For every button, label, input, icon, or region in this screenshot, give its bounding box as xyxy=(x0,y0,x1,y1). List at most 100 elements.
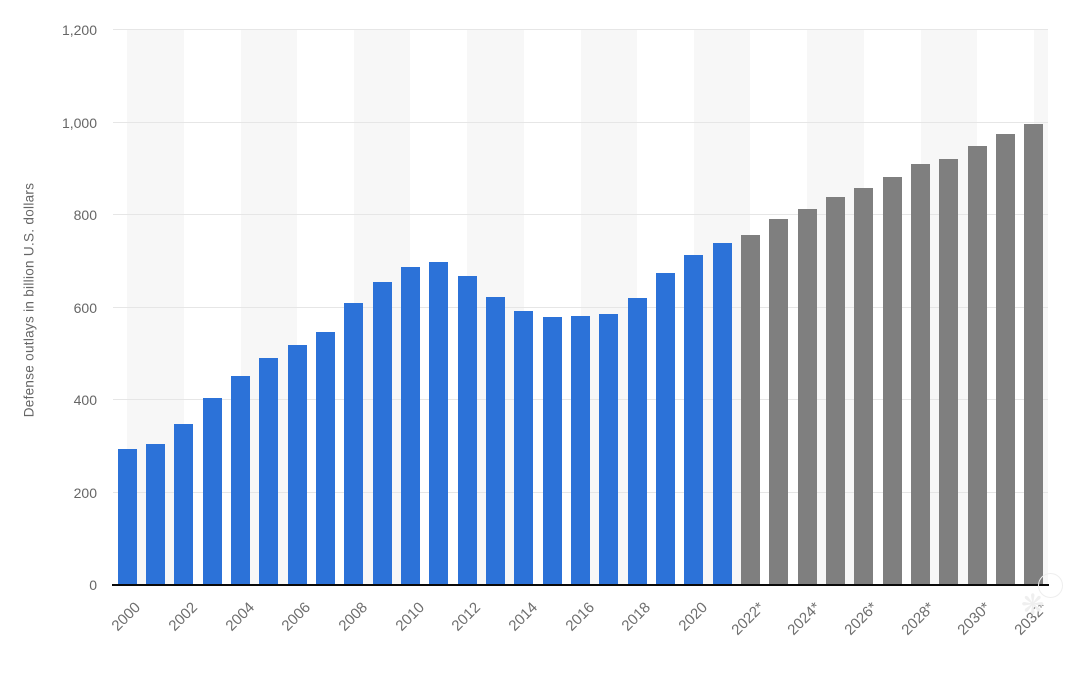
bar-slot xyxy=(1020,30,1048,585)
bar-slot xyxy=(651,30,679,585)
x-tick-label: 2016 xyxy=(561,599,598,635)
x-tick-label: 2012 xyxy=(448,599,485,635)
y-tick-label: 1,000 xyxy=(61,114,97,131)
x-tick-label: 2018 xyxy=(618,599,655,635)
bar-slot xyxy=(963,30,991,585)
x-tick-label: 2010 xyxy=(391,599,428,635)
bar-2024*[interactable] xyxy=(797,209,817,585)
bar-2032*[interactable] xyxy=(1024,123,1044,585)
bar-2028*[interactable] xyxy=(910,163,930,585)
y-tick-label: 400 xyxy=(73,392,97,408)
bar-2011[interactable] xyxy=(429,262,449,585)
x-tick-label: 2024* xyxy=(784,599,825,639)
y-tick-label: 800 xyxy=(73,207,97,223)
x-tick-label: 2000 xyxy=(108,599,145,635)
y-tick-label: 600 xyxy=(73,299,97,316)
bar-slot xyxy=(850,30,878,585)
bar-slot xyxy=(680,30,708,585)
bar-slot xyxy=(906,30,934,585)
x-tick-label: 2022* xyxy=(727,599,768,639)
bar-2030*[interactable] xyxy=(967,145,987,585)
bar-slot xyxy=(255,30,283,585)
x-axis-labels: 2000 2002 2004 2006 2008 2010 2012 2014 2016 2018… xyxy=(109,585,1051,676)
bar-2012[interactable] xyxy=(457,276,477,585)
bar-2031*[interactable] xyxy=(995,133,1015,585)
bar-slot xyxy=(595,30,623,585)
bar-2004[interactable] xyxy=(230,375,250,585)
bar-2019[interactable] xyxy=(655,272,675,585)
bar-2029*[interactable] xyxy=(939,159,959,585)
bar-2015[interactable] xyxy=(542,317,562,585)
y-tick-label: 0 xyxy=(89,577,97,593)
watermark-circle xyxy=(1038,573,1063,598)
bar-2009[interactable] xyxy=(372,282,392,585)
bar-2020[interactable] xyxy=(684,255,704,585)
bar-2002[interactable] xyxy=(174,424,194,585)
y-tick-label: 1,200 xyxy=(61,22,97,38)
bar-slot xyxy=(170,30,198,585)
bar-2025*[interactable] xyxy=(825,196,845,585)
bar-2000[interactable] xyxy=(117,449,137,585)
bar-2017[interactable] xyxy=(599,313,619,585)
bar-slot xyxy=(538,30,566,585)
bar-2023*[interactable] xyxy=(769,219,789,585)
plot-area xyxy=(112,29,1049,586)
bar-slot xyxy=(566,30,594,585)
bar-2027*[interactable] xyxy=(882,176,902,585)
bar-slot xyxy=(226,30,254,585)
bar-2026*[interactable] xyxy=(854,187,874,585)
bar-2008[interactable] xyxy=(344,302,364,585)
x-tick-label: 2028* xyxy=(897,599,938,639)
bar-slot xyxy=(736,30,764,585)
x-axis-line xyxy=(112,584,1049,586)
x-tick-label: 2002 xyxy=(165,599,201,635)
x-tick-label: 2014 xyxy=(505,599,541,635)
gridline xyxy=(113,306,1048,308)
bar-2013[interactable] xyxy=(485,297,505,585)
bar-2007[interactable] xyxy=(315,332,335,585)
bar-2018[interactable] xyxy=(627,298,647,585)
bar-slot xyxy=(396,30,424,585)
bar-slot xyxy=(311,30,339,585)
bar-2003[interactable] xyxy=(202,397,222,585)
y-tick-label: 200 xyxy=(73,484,97,501)
x-tick-label: 2006 xyxy=(278,599,315,635)
watermark-star-icon: ❋ xyxy=(1021,589,1045,620)
bar-2014[interactable] xyxy=(514,310,534,585)
bar-2005[interactable] xyxy=(259,357,279,585)
bar-slot xyxy=(708,30,736,585)
bar-slot xyxy=(425,30,453,585)
bar-series xyxy=(113,30,1048,585)
bar-slot xyxy=(368,30,396,585)
x-tick-label: 2030* xyxy=(954,599,995,639)
bar-2021[interactable] xyxy=(712,243,732,585)
bar-slot xyxy=(878,30,906,585)
bar-slot xyxy=(510,30,538,585)
bar-slot xyxy=(340,30,368,585)
bar-slot xyxy=(481,30,509,585)
gridline xyxy=(113,121,1048,123)
bar-2006[interactable] xyxy=(287,345,307,585)
bar-slot xyxy=(623,30,651,585)
bar-slot xyxy=(821,30,849,585)
bar-slot xyxy=(935,30,963,585)
x-tick-label: 2004 xyxy=(221,599,258,635)
bar-2016[interactable] xyxy=(570,315,590,585)
bar-2022*[interactable] xyxy=(740,234,760,585)
gridline xyxy=(113,29,1048,30)
bar-slot xyxy=(453,30,481,585)
x-tick-label: 2026* xyxy=(841,599,881,639)
bar-slot xyxy=(283,30,311,585)
bar-slot xyxy=(198,30,226,585)
x-tick-label: 2008 xyxy=(335,599,371,635)
bar-slot xyxy=(765,30,793,585)
bar-slot xyxy=(113,30,141,585)
bar-slot xyxy=(141,30,169,585)
bar-2010[interactable] xyxy=(400,267,420,585)
bar-slot xyxy=(793,30,821,585)
x-tick-label: 2020 xyxy=(675,599,711,635)
bar-slot xyxy=(991,30,1019,585)
bar-2001[interactable] xyxy=(145,443,165,585)
gridline xyxy=(113,214,1048,215)
